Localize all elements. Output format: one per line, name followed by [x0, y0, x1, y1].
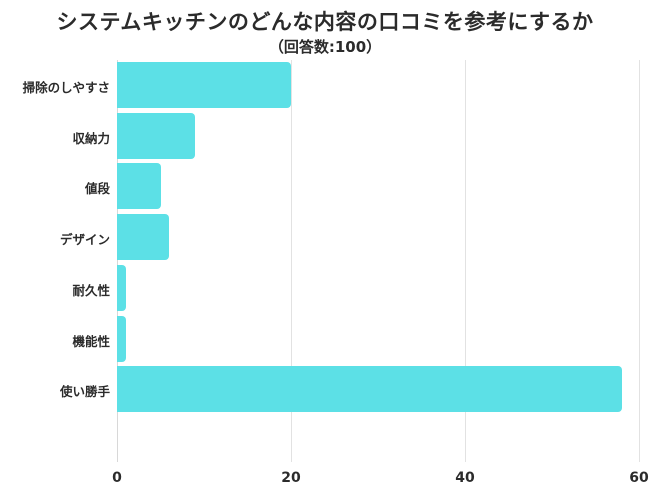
- category-label: 値段: [84, 181, 110, 197]
- category-label: 収納力: [72, 130, 110, 146]
- category-label: 使い勝手: [59, 384, 110, 400]
- gridline-60: [639, 60, 640, 462]
- chart-title: システムキッチンのどんな内容の口コミを参考にするか: [56, 10, 594, 34]
- chart-subtitle: （回答数:100）: [268, 38, 382, 56]
- bar: [117, 62, 291, 108]
- category-label: 機能性: [72, 333, 110, 349]
- x-tick-0: 0: [112, 470, 122, 486]
- gridline-40: [465, 60, 466, 462]
- x-tick-60: 60: [629, 470, 649, 486]
- x-tick-20: 20: [281, 470, 301, 486]
- bar: [117, 366, 622, 413]
- gridline-20: [291, 60, 292, 462]
- bar: [117, 163, 161, 210]
- x-tick-40: 40: [455, 470, 475, 486]
- plot-area: [117, 60, 640, 462]
- bar: [117, 315, 126, 362]
- bar: [117, 112, 195, 159]
- category-label: デザイン: [59, 232, 110, 248]
- category-label: 掃除のしやすさ: [22, 80, 110, 95]
- category-label: 耐久性: [72, 282, 110, 298]
- bar: [117, 214, 169, 261]
- gridline-0: [117, 60, 118, 462]
- bar: [117, 264, 126, 311]
